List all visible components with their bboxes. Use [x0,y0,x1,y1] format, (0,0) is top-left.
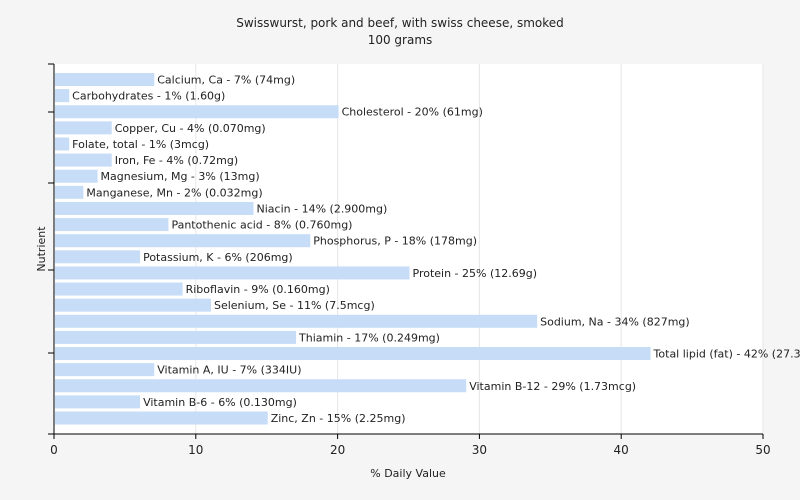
bar-label-15: Sodium, Na - 34% (827mg) [540,315,690,328]
bar-21 [55,411,268,425]
bar-label-11: Potassium, K - 6% (206mg) [143,251,293,264]
x-tick-label-5: 50 [755,443,770,457]
bar-label-0: Calcium, Ca - 7% (74mg) [157,74,295,87]
bar-16 [55,330,297,344]
bar-1 [55,89,70,103]
bar-20 [55,395,141,409]
bar-label-1: Carbohydrates - 1% (1.60g) [72,90,225,103]
bar-6 [55,169,98,183]
bar-18 [55,363,155,377]
bar-15 [55,314,538,328]
bar-17 [55,347,651,361]
bar-14 [55,298,211,312]
x-tick-label-3: 30 [472,443,487,457]
bar-label-13: Riboflavin - 9% (0.160mg) [186,283,330,296]
bar-8 [55,201,254,215]
bar-label-7: Manganese, Mn - 2% (0.032mg) [86,186,262,199]
chart-title: Swisswurst, pork and beef, with swiss ch… [236,16,564,30]
bar-label-6: Magnesium, Mg - 3% (13mg) [101,170,260,183]
bar-11 [55,250,141,264]
bar-label-2: Cholesterol - 20% (61mg) [342,106,483,119]
bar-label-5: Iron, Fe - 4% (0.72mg) [115,154,238,167]
bar-4 [55,137,70,151]
x-axis-label: % Daily Value [370,467,446,480]
x-tick-label-4: 40 [614,443,629,457]
x-tick-label-2: 20 [330,443,345,457]
bar-label-8: Niacin - 14% (2.900mg) [257,202,388,215]
chart-subtitle: 100 grams [368,33,433,47]
gridlines [195,64,764,434]
bar-label-20: Vitamin B-6 - 6% (0.130mg) [143,396,297,409]
bar-label-9: Pantothenic acid - 8% (0.760mg) [171,219,352,232]
bar-9 [55,218,169,232]
bar-label-16: Thiamin - 17% (0.249mg) [298,331,440,344]
bar-label-17: Total lipid (fat) - 42% (27.37g) [653,348,800,361]
bar-label-3: Copper, Cu - 4% (0.070mg) [115,122,266,135]
bar-19 [55,379,467,393]
bar-12 [55,266,410,280]
bar-label-19: Vitamin B-12 - 29% (1.73mcg) [469,380,636,393]
plot-area [54,64,763,434]
x-tick-label-0: 0 [50,443,58,457]
y-axis-label: Nutrient [35,226,48,272]
bar-10 [55,234,311,248]
bar-0 [55,73,155,86]
x-tick-label-1: 10 [188,443,203,457]
bar-label-18: Vitamin A, IU - 7% (334IU) [157,364,301,377]
x-ticks: 0 10 20 30 40 50 [50,434,771,457]
bar-label-21: Zinc, Zn - 15% (2.25mg) [271,412,406,425]
bar-label-4: Folate, total - 1% (3mcg) [72,138,209,151]
bar-2 [55,105,339,119]
bar-label-14: Selenium, Se - 11% (7.5mcg) [214,299,375,312]
axes [48,63,763,435]
bar-3 [55,121,112,135]
bar-7 [55,185,84,199]
bar-5 [55,153,112,167]
bar-13 [55,282,183,296]
bar-label-12: Protein - 25% (12.69g) [413,267,538,280]
bar-label-10: Phosphorus, P - 18% (178mg) [313,235,477,248]
bars: Calcium, Ca - 7% (74mg) Carbohydrates - 1… [55,73,800,425]
